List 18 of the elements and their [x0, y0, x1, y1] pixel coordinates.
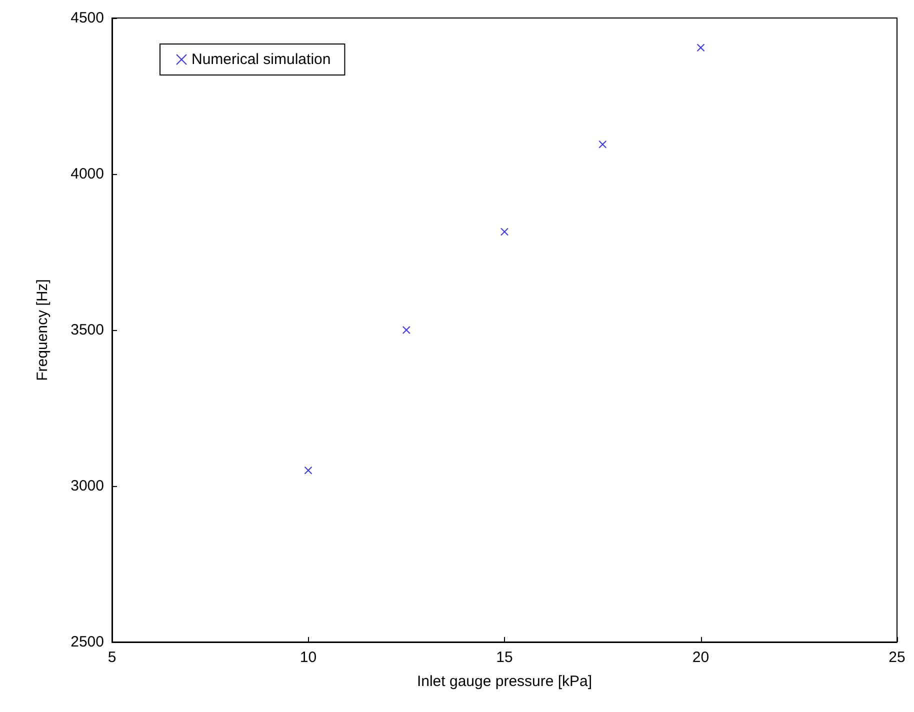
x-tick-label: 10	[300, 649, 317, 666]
x-tick-label: 15	[496, 649, 513, 666]
point	[402, 326, 410, 334]
y-tick-label: 2500	[70, 634, 104, 650]
point	[304, 466, 312, 474]
y-tick-label: 3000	[70, 478, 104, 494]
x-tick-label: 25	[888, 649, 906, 666]
x-tick-label: 5	[108, 649, 116, 666]
legend-label: Numerical simulation	[192, 51, 331, 68]
y-tick-label: 3500	[70, 322, 104, 338]
y-tick-label: 4000	[70, 166, 104, 182]
point	[696, 44, 705, 52]
y-tick-label: 4500	[70, 10, 104, 26]
point	[598, 140, 607, 148]
x-axis-title: Inlet gauge pressure [kPa]	[416, 673, 592, 690]
x-tick-label: 20	[692, 649, 710, 666]
point	[500, 228, 508, 236]
y-axis-title: Frequency [Hz]	[34, 279, 51, 381]
